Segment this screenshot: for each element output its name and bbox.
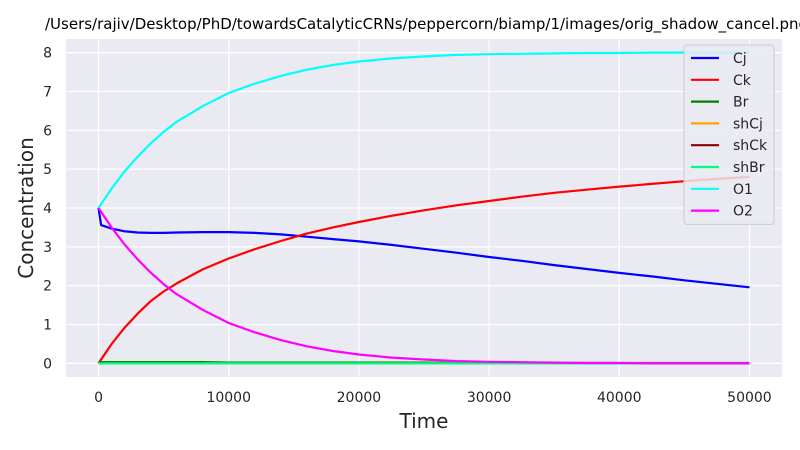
y-tick-label: 7	[43, 84, 52, 100]
series-line-cj	[97, 207, 750, 289]
legend-label-o2: O2	[733, 204, 753, 220]
x-tick-label: 30000	[467, 390, 512, 406]
y-tick-label: 4	[43, 201, 52, 217]
x-axis-label: Time	[399, 409, 449, 433]
x-tick-label: 0	[94, 390, 103, 406]
series-lines	[97, 51, 750, 365]
legend: Cj Ck Br shCj shCk shBr O1 O2	[683, 44, 775, 225]
legend-label-o1: O1	[733, 182, 753, 198]
x-tick-label: 40000	[597, 390, 642, 406]
y-tick-label: 6	[43, 123, 52, 139]
x-tick-label: 20000	[337, 390, 382, 406]
legend-label-ck: Ck	[733, 73, 752, 89]
grid-lines	[66, 39, 782, 377]
y-axis-label: Concentration	[14, 137, 38, 278]
y-tick-label: 1	[43, 318, 52, 334]
legend-box	[683, 44, 775, 225]
x-tick-label: 10000	[206, 390, 251, 406]
legend-label-shbr: shBr	[733, 160, 765, 176]
x-tick-label: 50000	[727, 390, 772, 406]
legend-label-shcj: shCj	[733, 116, 763, 132]
y-tick-label: 3	[43, 240, 52, 256]
y-tick-label: 5	[43, 162, 52, 178]
series-line-o2	[97, 207, 750, 365]
legend-label-br: Br	[733, 95, 749, 111]
chart-title: /Users/rajiv/Desktop/PhD/towardsCatalyti…	[45, 15, 800, 34]
x-tick-labels: 0 10000 20000 30000 40000 50000	[94, 390, 772, 406]
series-line-o1	[97, 51, 750, 209]
y-tick-label: 2	[43, 279, 52, 295]
legend-label-shck: shCk	[733, 138, 768, 154]
y-tick-labels: 0 1 2 3 4 5 6 7 8	[43, 46, 52, 373]
y-tick-label: 0	[43, 356, 52, 372]
y-tick-label: 8	[43, 46, 52, 62]
legend-label-cj: Cj	[733, 51, 747, 67]
series-line-ck	[97, 175, 750, 365]
